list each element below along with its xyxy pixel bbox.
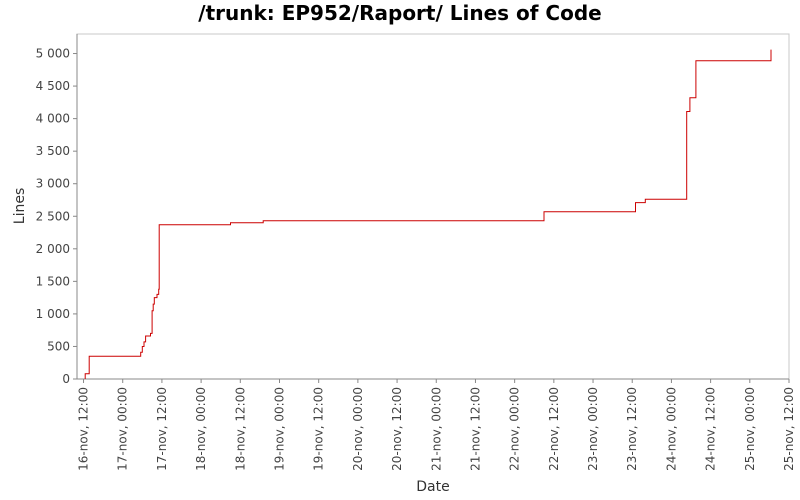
series-line bbox=[84, 49, 772, 379]
x-tick-label: 18-nov, 00:00 bbox=[194, 387, 208, 471]
y-tick-label: 0 bbox=[62, 372, 70, 386]
y-tick-label: 5 000 bbox=[36, 47, 70, 61]
x-tick-label: 24-nov, 12:00 bbox=[704, 387, 718, 471]
x-tick-label: 24-nov, 00:00 bbox=[664, 387, 678, 471]
x-tick-label: 23-nov, 00:00 bbox=[586, 387, 600, 471]
x-tick-label: 18-nov, 12:00 bbox=[233, 387, 247, 471]
x-tick-label: 21-nov, 12:00 bbox=[468, 387, 482, 471]
x-tick-label: 16-nov, 12:00 bbox=[77, 387, 91, 471]
x-axis-label: Date bbox=[416, 479, 449, 495]
x-axis: 16-nov, 12:00 17-nov, 00:00 17-nov, 12:00 1… bbox=[77, 378, 796, 471]
y-tick-label: 3 000 bbox=[36, 177, 70, 191]
y-tick-label: 4 500 bbox=[36, 79, 70, 93]
y-tick-label: 2 000 bbox=[36, 242, 70, 256]
x-tick-label: 23-nov, 12:00 bbox=[625, 387, 639, 471]
x-tick-label: 20-nov, 00:00 bbox=[351, 387, 365, 471]
y-tick-label: 2 500 bbox=[36, 209, 70, 223]
x-tick-label: 22-nov, 12:00 bbox=[547, 387, 561, 471]
x-tick-label: 19-nov, 12:00 bbox=[312, 387, 326, 471]
plot-area bbox=[76, 33, 790, 380]
y-tick-label: 500 bbox=[47, 339, 70, 353]
x-tick-label: 25-nov, 12:00 bbox=[782, 387, 796, 471]
y-axis: 0 500 1 000 1 500 2 000 2 500 3 000 3 500 4 000 4… bbox=[36, 34, 78, 386]
y-tick-label: 1 000 bbox=[36, 307, 70, 321]
x-tick-label: 20-nov, 12:00 bbox=[390, 387, 404, 471]
y-tick-label: 1 500 bbox=[36, 274, 70, 288]
x-tick-label: 17-nov, 12:00 bbox=[155, 387, 169, 471]
y-tick-label: 4 000 bbox=[36, 112, 70, 126]
x-tick-label: 21-nov, 00:00 bbox=[429, 387, 443, 471]
chart-title: /trunk: EP952/Raport/ Lines of Code bbox=[198, 1, 601, 25]
series-layer bbox=[84, 49, 772, 379]
x-tick-label: 19-nov, 00:00 bbox=[272, 387, 286, 471]
y-tick-label: 3 500 bbox=[36, 144, 70, 158]
x-tick-label: 25-nov, 00:00 bbox=[743, 387, 757, 471]
x-tick-label: 17-nov, 00:00 bbox=[116, 387, 130, 471]
x-tick-label: 22-nov, 00:00 bbox=[508, 387, 522, 471]
y-axis-label: Lines bbox=[12, 188, 28, 224]
